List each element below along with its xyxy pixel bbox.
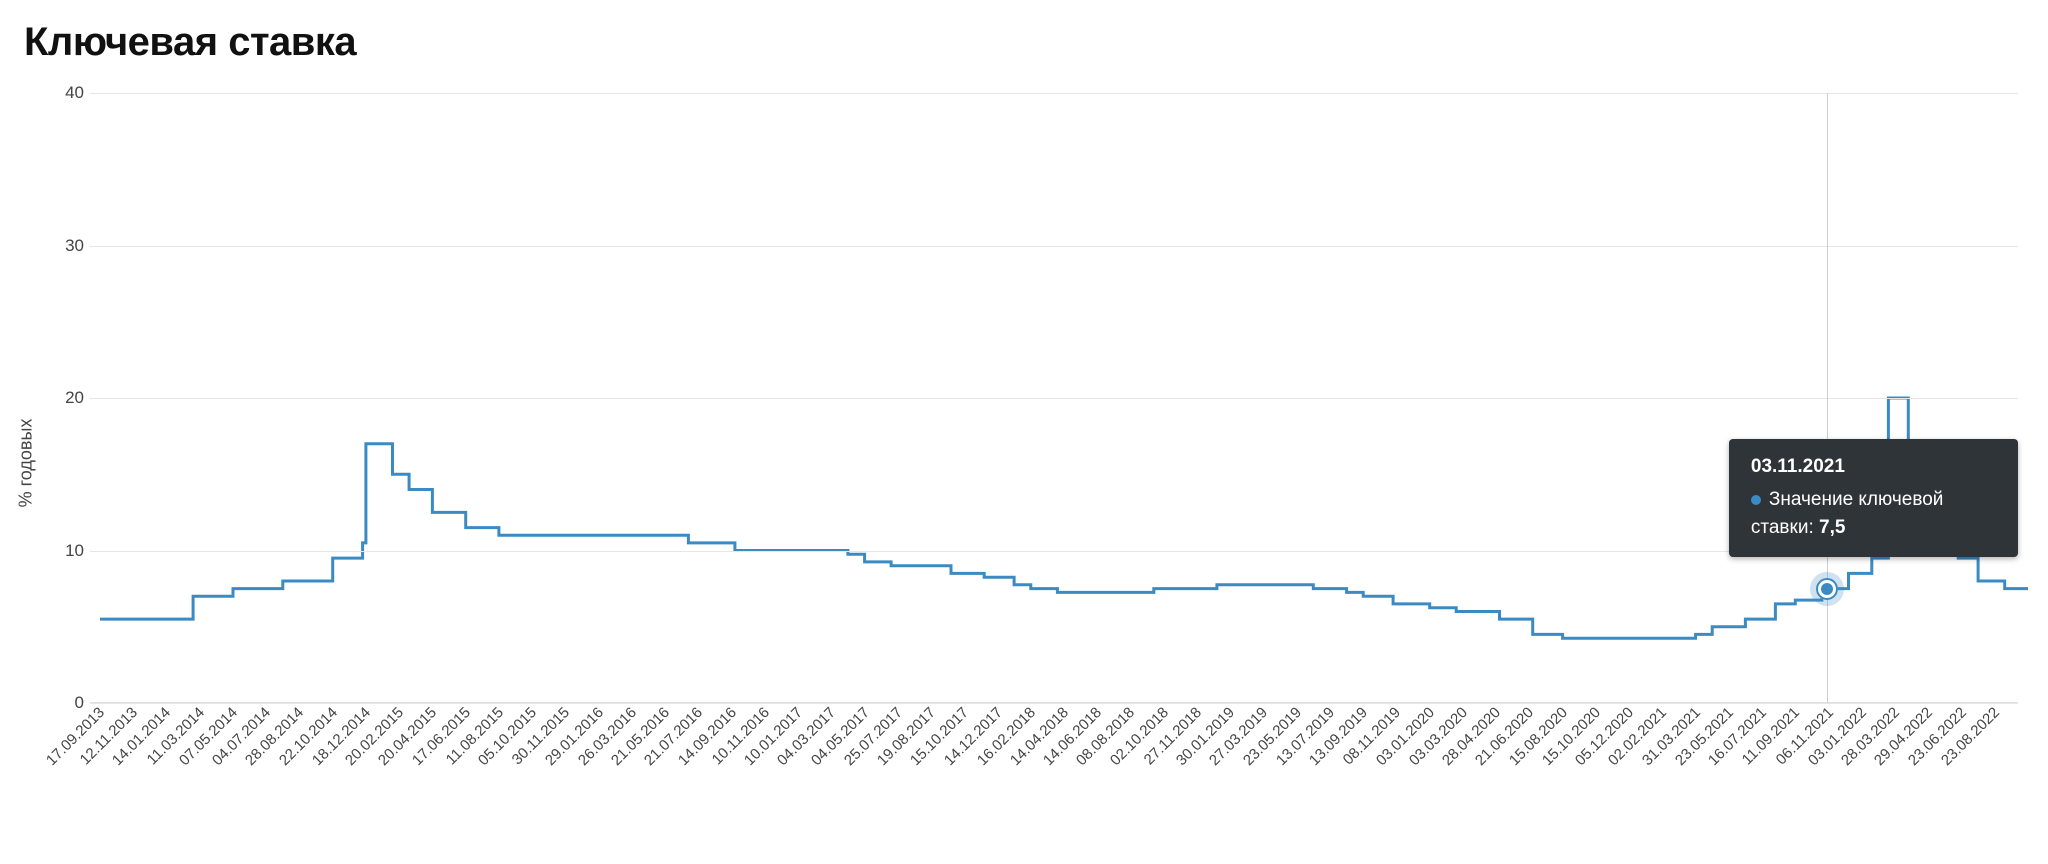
- chart-title: Ключевая ставка: [24, 20, 2028, 65]
- tooltip-series-label: Значение ключевой ставки:: [1751, 489, 1944, 539]
- y-axis-label: % годовых: [16, 419, 37, 508]
- chart-area[interactable]: % годовых 01020304017.09.201312.11.20131…: [20, 83, 2028, 843]
- plot-region[interactable]: 01020304017.09.201312.11.201314.01.20141…: [90, 93, 2018, 703]
- y-tick-label: 10: [44, 541, 84, 561]
- tooltip: 03.11.2021 Значение ключевой ставки: 7,5: [1729, 439, 2018, 557]
- hover-marker: [1816, 578, 1838, 600]
- tooltip-series: Значение ключевой ставки: 7,5: [1751, 486, 1996, 543]
- y-tick-label: 40: [44, 83, 84, 103]
- grid-line: [90, 93, 2018, 94]
- tooltip-value: 7,5: [1819, 517, 1845, 538]
- y-tick-label: 30: [44, 236, 84, 256]
- tooltip-date: 03.11.2021: [1751, 453, 1996, 482]
- y-tick-label: 0: [44, 693, 84, 713]
- hover-crosshair: [1827, 93, 1828, 703]
- grid-line: [90, 703, 2018, 704]
- grid-line: [90, 246, 2018, 247]
- dot-icon: [1751, 495, 1761, 505]
- grid-line: [90, 398, 2018, 399]
- y-tick-label: 20: [44, 388, 84, 408]
